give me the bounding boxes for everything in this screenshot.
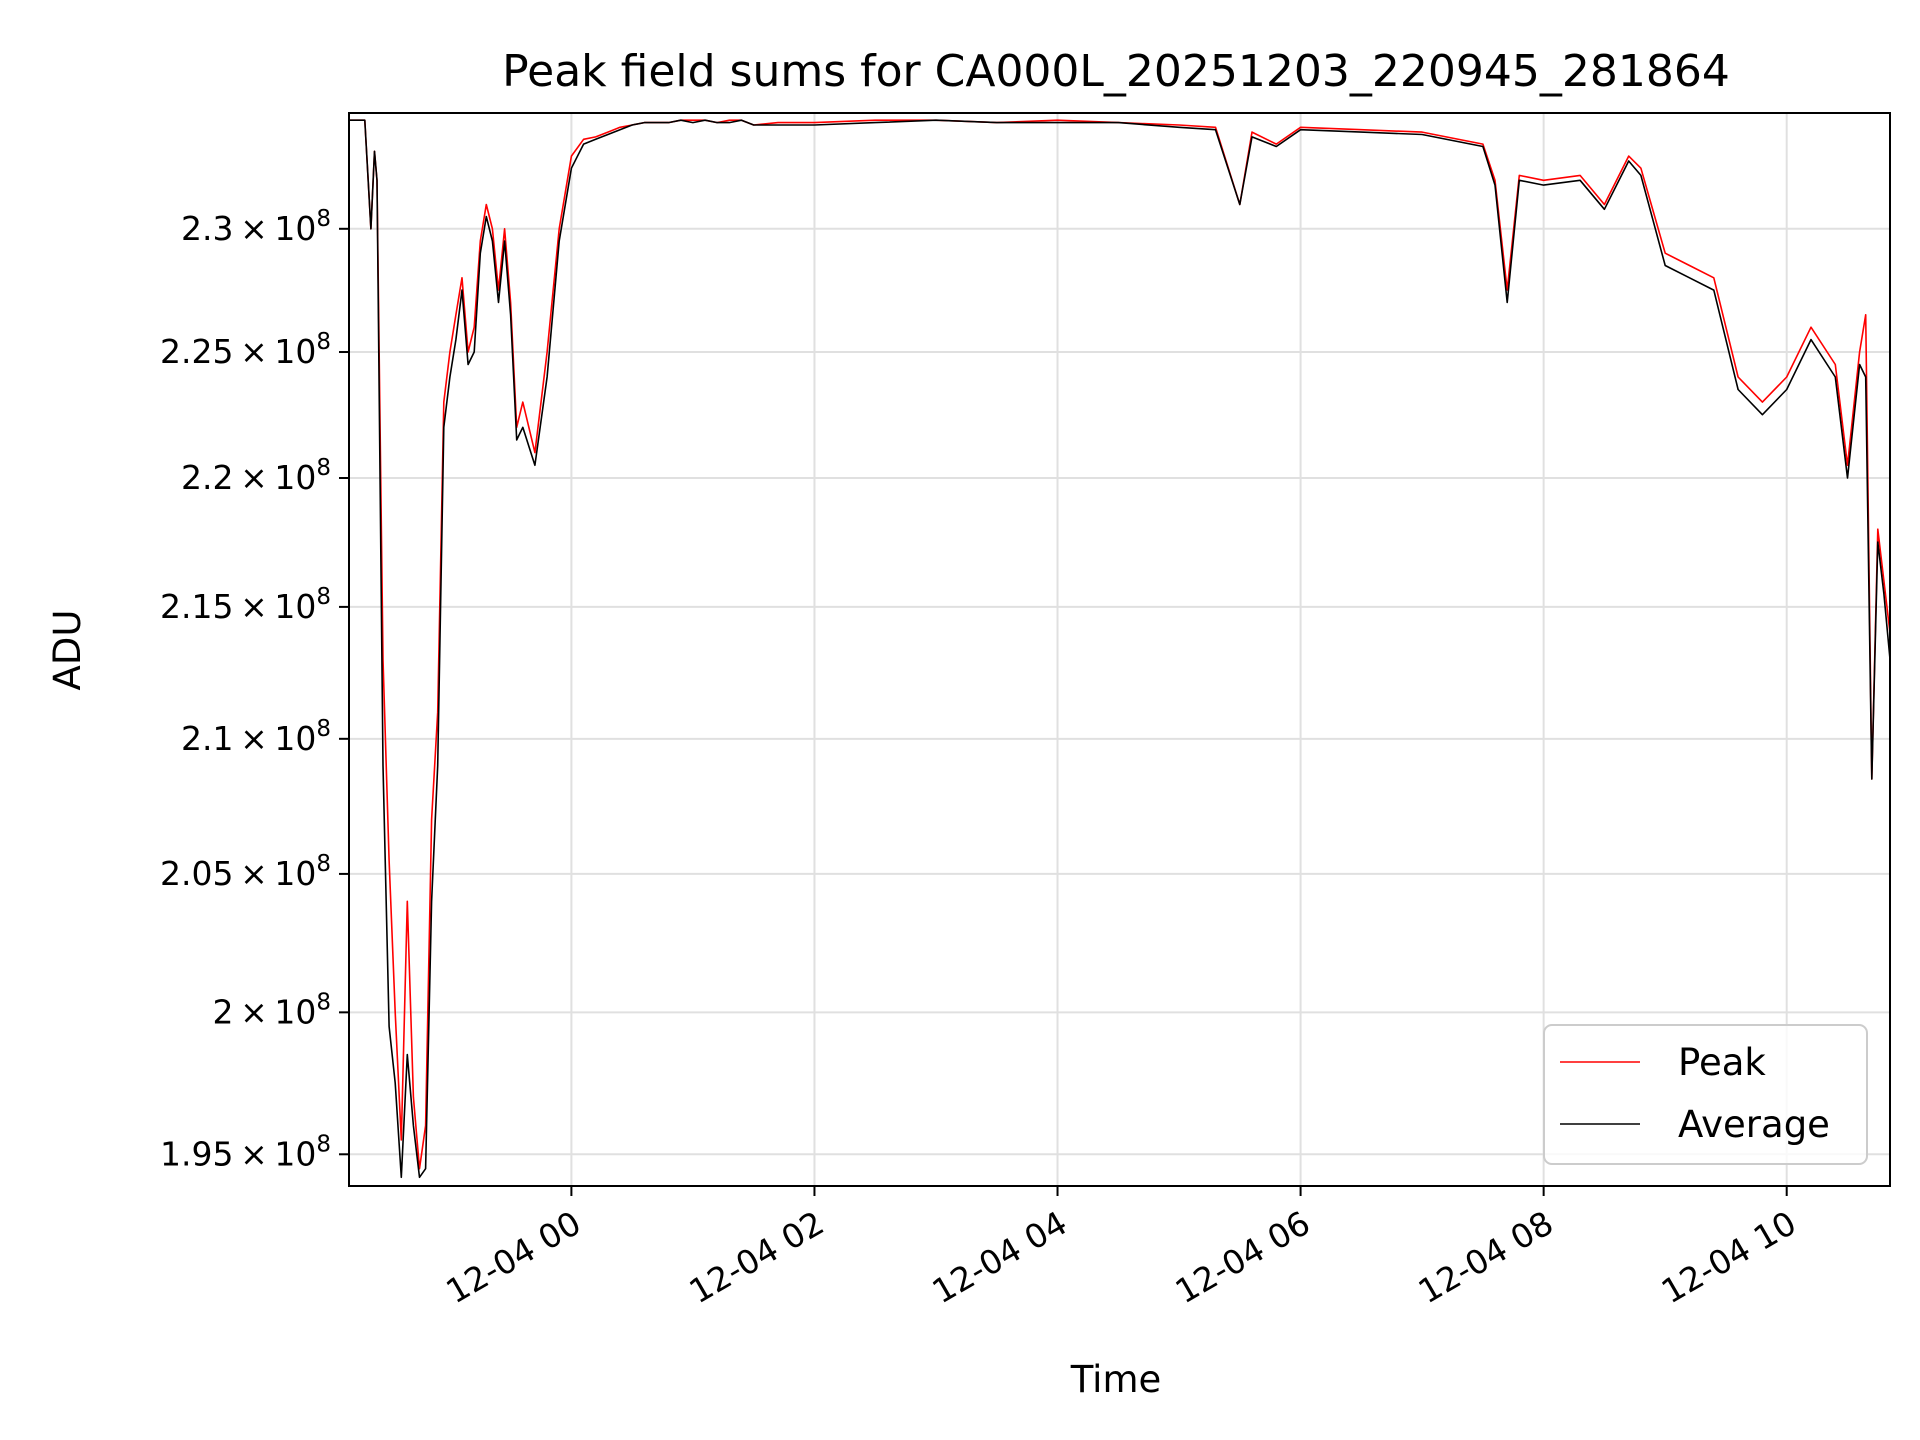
x-axis-label: Time xyxy=(1070,1358,1162,1401)
legend-label-peak: Peak xyxy=(1678,1041,1766,1084)
legend-label-average: Average xyxy=(1678,1103,1830,1146)
series-line-average xyxy=(349,119,1891,1179)
y-tick-label: 2.3 × 108 xyxy=(181,206,331,248)
y-tick-label: 2.25 × 108 xyxy=(160,329,331,371)
legend: Peak Average xyxy=(1543,1024,1868,1165)
y-tick-label: 2.15 × 108 xyxy=(160,584,331,626)
legend-box xyxy=(1543,1024,1868,1165)
y-tick-label: 2.2 × 108 xyxy=(181,455,331,497)
plot-frame xyxy=(348,112,1891,1187)
y-tick-label: 1.95 × 108 xyxy=(160,1131,331,1173)
grid xyxy=(349,113,1890,1186)
y-tick-label: 2.05 × 108 xyxy=(160,851,331,893)
series-layer xyxy=(349,119,1891,1179)
y-axis-label: ADU xyxy=(46,610,89,691)
y-axis: 1.95 × 108 2 × 108 2.05 × 108 2.1 × 108 2.15… xyxy=(160,206,349,1173)
chart-title: Peak field sums for CA000L_20251203_2209… xyxy=(502,46,1730,97)
y-tick-label: 2.1 × 108 xyxy=(181,716,331,758)
y-tick-label: 2 × 108 xyxy=(213,989,331,1031)
